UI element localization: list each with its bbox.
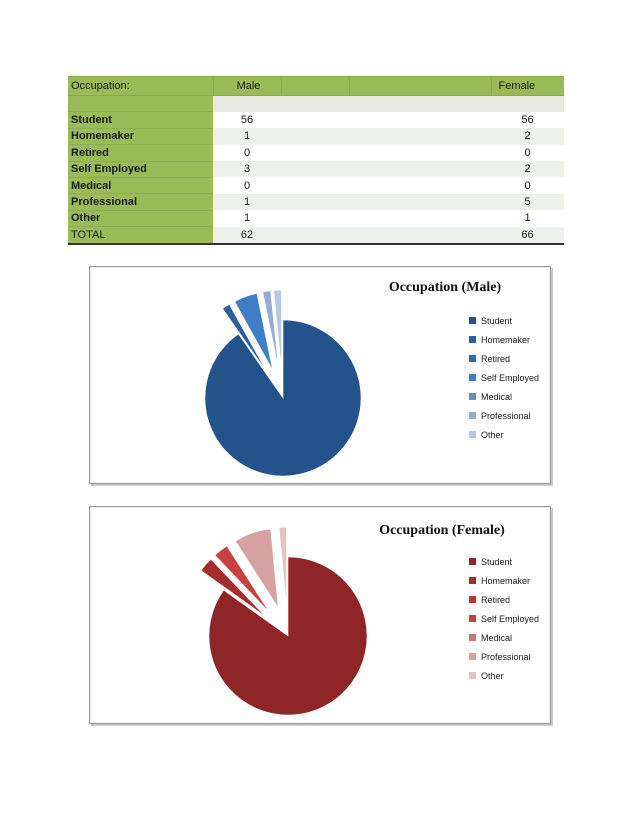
row-label	[68, 95, 213, 113]
legend-entry: Other	[481, 430, 504, 440]
table-row: Homemaker 1 2	[68, 128, 564, 146]
pie-slice-professional	[262, 290, 279, 369]
female-value: 1	[524, 212, 531, 225]
occupation-table: Occupation: Male Female Student 56 56 Ho…	[68, 76, 564, 245]
male-value: 3	[213, 161, 281, 178]
table-row: Other 1 1	[68, 210, 564, 228]
legend-swatch	[469, 558, 476, 565]
chart-title: Occupation (Female)	[379, 523, 505, 538]
legend-swatch	[469, 577, 476, 584]
legend-swatch	[469, 596, 476, 603]
female-value: 2	[491, 128, 564, 145]
legend-entry: Homemaker	[481, 576, 530, 586]
legend-entry: Retired	[481, 595, 510, 605]
legend-entry: Student	[481, 316, 513, 326]
table-row: Self Employed 3 2	[68, 161, 564, 178]
legend-swatch	[469, 317, 476, 324]
pie-slice-self-employed	[214, 545, 270, 613]
male-value: 1	[243, 212, 251, 225]
table-row: Student 56 56	[68, 111, 564, 129]
legend-swatch	[469, 355, 476, 362]
legend-swatch	[469, 393, 476, 400]
pie-slice-homemaker	[222, 303, 268, 373]
male-value: 56	[240, 114, 254, 127]
male-value: 0	[243, 146, 251, 159]
table-row-total: TOTAL 62 66	[68, 226, 564, 245]
legend-entry: Self Employed	[481, 614, 539, 624]
chart-title: Occupation (Male)	[389, 280, 502, 295]
table-row-blank	[68, 95, 564, 113]
row-label: Student	[68, 111, 213, 129]
legend-entry: Professional	[481, 411, 531, 421]
legend-swatch	[469, 672, 476, 679]
header-occupation: Occupation:	[68, 76, 214, 96]
row-label: Self Employed	[68, 161, 213, 178]
legend-swatch	[469, 634, 476, 641]
header-female: Female	[491, 76, 564, 96]
pie-slice-student	[204, 319, 362, 477]
pie-slice-other	[273, 289, 282, 369]
legend-entry: Self Employed	[481, 373, 539, 383]
legend-swatch	[469, 412, 476, 419]
row-label: Homemaker	[68, 128, 213, 146]
female-pie-svg: Occupation (Female) Student Homemaker Retir…	[200, 523, 539, 716]
legend-entry: Professional	[481, 652, 531, 662]
legend-entry: Medical	[481, 392, 512, 402]
male-pie-chart: Occupation (Male) Student Homemaker Retired…	[89, 266, 551, 484]
table-header-row: Occupation: Male Female	[68, 76, 564, 96]
legend-entry: Homemaker	[481, 335, 530, 345]
legend-swatch	[469, 336, 476, 343]
male-value: 62	[213, 226, 281, 245]
legend-swatch	[469, 431, 476, 438]
header-gap	[281, 76, 350, 96]
table-row: Medical 0 0	[68, 177, 564, 195]
female-value: 2	[491, 161, 564, 178]
legend-swatch	[469, 653, 476, 660]
male-value: 1	[213, 128, 281, 145]
male-value: 1	[213, 193, 281, 211]
female-value: 0	[524, 146, 531, 159]
female-value: 5	[491, 193, 564, 211]
male-value: 0	[243, 179, 251, 192]
row-label: TOTAL	[68, 226, 213, 245]
pie-slice-homemaker	[200, 558, 266, 617]
legend-entry: Retired	[481, 354, 510, 364]
female-value: 56	[521, 114, 534, 127]
female-pie-chart: Occupation (Female) Student Homemaker Retir…	[89, 506, 551, 724]
female-value: 66	[491, 226, 564, 245]
pie-slice-other	[278, 526, 287, 607]
legend-swatch	[469, 374, 476, 381]
header-gap	[349, 76, 492, 96]
pie-slice-professional	[235, 528, 279, 608]
pie-slice-self-employed	[234, 293, 273, 371]
legend-entry: Student	[481, 557, 513, 567]
row-label: Medical	[68, 177, 213, 195]
row-label: Other	[68, 210, 213, 228]
header-male: Male	[213, 76, 282, 96]
female-value: 0	[524, 179, 531, 192]
table-row: Professional 1 5	[68, 193, 564, 211]
legend-swatch	[469, 615, 476, 622]
table-row: Retired 0 0	[68, 144, 564, 162]
pie-slice-student	[208, 556, 368, 716]
legend-entry: Other	[481, 671, 504, 681]
row-label: Retired	[68, 144, 213, 162]
legend-entry: Medical	[481, 633, 512, 643]
row-label: Professional	[68, 193, 213, 211]
male-pie-svg: Occupation (Male) Student Homemaker Retired…	[204, 280, 539, 477]
